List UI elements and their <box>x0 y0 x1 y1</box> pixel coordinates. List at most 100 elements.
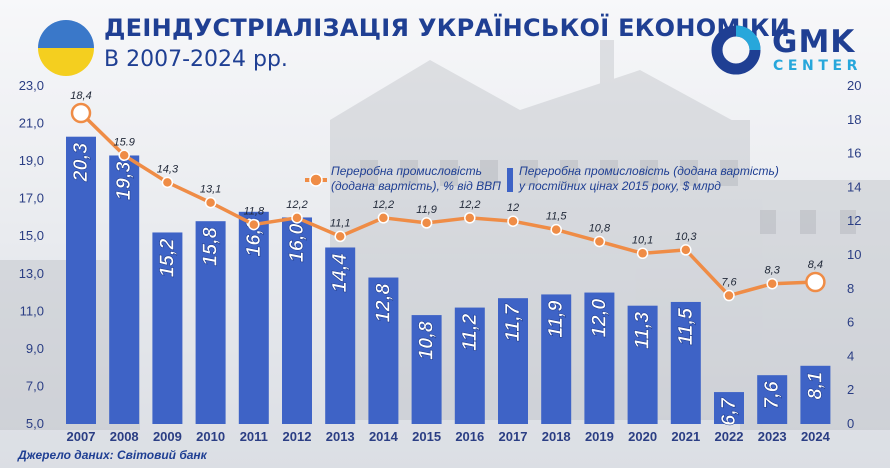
right-tick-label: 6 <box>847 315 854 330</box>
bar-labels: 20,3 19,3 15,2 15,8 16,3 16,0 14,4 12,8 10,8 11,2… <box>70 142 827 426</box>
line-point <box>805 271 826 293</box>
right-axis: 0 2 4 6 8 10 12 14 16 18 20 <box>847 78 861 431</box>
left-tick-label: 11,0 <box>20 303 44 318</box>
page-subtitle: В 2007-2024 рр. <box>104 47 288 72</box>
bar-value-label: 14,4 <box>329 253 351 292</box>
line-point <box>680 244 692 256</box>
line-point <box>204 196 217 209</box>
bar <box>66 136 96 424</box>
x-tick-label: 2023 <box>758 429 787 444</box>
right-tick-label: 16 <box>847 146 861 161</box>
line-point <box>593 235 606 248</box>
bar-value-label: 11,9 <box>545 300 567 338</box>
line-value-label: 10,3 <box>675 231 697 243</box>
line-value-label: 14,3 <box>157 163 179 175</box>
page-title: ДЕІНДУСТРІАЛІЗАЦІЯ УКРАЇНСЬКОЇ ЕКОНОМІКИ <box>104 14 791 42</box>
right-tick-label: 14 <box>847 179 861 194</box>
line-path <box>79 111 816 298</box>
line-value-label: 13,1 <box>200 184 221 196</box>
source-note: Джерело даних: Світовий банк <box>18 448 207 462</box>
line-point <box>161 176 174 189</box>
line-point <box>464 212 476 224</box>
right-tick-label: 2 <box>847 382 854 397</box>
x-tick-label: 2014 <box>369 429 399 444</box>
x-tick-label: 2008 <box>110 429 139 444</box>
bar-value-label: 15,2 <box>156 238 178 277</box>
left-tick-label: 17,0 <box>19 191 44 206</box>
x-tick-label: 2018 <box>542 429 571 444</box>
bar-value-label: 15,8 <box>200 226 222 266</box>
line-value-label: 12,2 <box>373 199 394 211</box>
x-tick-label: 2022 <box>715 429 744 444</box>
bar-value-label: 8,1 <box>804 372 826 400</box>
x-axis: 2007 2008 2009 2010 2011 2012 2013 2014 2015 2016… <box>67 429 831 444</box>
bar <box>368 277 399 424</box>
line-value-label: 11,5 <box>546 211 567 223</box>
right-tick-label: 10 <box>847 247 861 262</box>
right-tick-label: 18 <box>847 112 861 127</box>
x-tick-label: 2011 <box>240 429 268 444</box>
line-point <box>636 247 649 260</box>
bar <box>627 305 658 424</box>
right-tick-label: 4 <box>847 348 854 363</box>
bar-value-label: 19,3 <box>113 161 135 200</box>
line-value-label: 7,6 <box>721 277 737 289</box>
bar <box>670 301 701 424</box>
source-label: Джерело даних: <box>18 448 114 462</box>
bar-value-label: 20,3 <box>70 143 92 183</box>
bar <box>325 247 356 424</box>
legend: Переробна промисловість(додана вартість)… <box>305 164 779 193</box>
line-point <box>248 218 260 231</box>
line-point <box>420 217 433 229</box>
line-value-label: 8,4 <box>808 259 823 271</box>
x-tick-label: 2015 <box>412 429 441 444</box>
bar-value-label: 6,7 <box>718 397 740 426</box>
bar-series <box>66 136 831 424</box>
bar-value-label: 11,5 <box>675 307 697 345</box>
bar-value-label: 12,0 <box>588 299 610 338</box>
right-tick-label: 20 <box>847 78 861 93</box>
left-tick-label: 7,0 <box>26 378 44 393</box>
x-tick-label: 2019 <box>585 429 614 444</box>
line-value-label: 10,1 <box>632 234 653 246</box>
bar <box>109 155 140 424</box>
logo-text-center: CENTER <box>773 58 863 74</box>
line-value-label: 12,2 <box>286 199 307 211</box>
left-tick-label: 5,0 <box>26 416 44 431</box>
x-tick-label: 2016 <box>455 429 484 444</box>
line-value-label: 12,2 <box>459 199 480 211</box>
line-value-label: 18,4 <box>70 90 91 102</box>
bar-value-label: 16,0 <box>286 223 308 262</box>
bar-value-label: 7,6 <box>761 380 783 409</box>
x-tick-label: 2024 <box>801 429 831 444</box>
gmk-center-logo: GMK CENTER <box>710 24 880 80</box>
line-value-label: 15.9 <box>113 136 134 148</box>
line-value-label: 11,9 <box>416 204 437 216</box>
line-point <box>507 215 519 227</box>
line-point <box>70 102 92 124</box>
left-axis: 5,0 7,0 9,0 11,0 13,0 15,0 17,0 19,0 21,0 23,0 <box>19 78 44 431</box>
line-point <box>766 277 778 290</box>
line-value-label: 11,1 <box>330 217 351 229</box>
x-tick-label: 2013 <box>326 429 355 444</box>
line-point <box>723 289 735 302</box>
line-point <box>118 149 130 162</box>
line-point <box>377 212 390 224</box>
bar <box>498 298 528 424</box>
line-point <box>550 223 562 236</box>
legend-bar-swatch <box>507 168 513 192</box>
line-value-label: 12 <box>507 202 519 214</box>
legend-line-marker <box>309 173 323 187</box>
x-tick-label: 2007 <box>67 429 96 444</box>
right-tick-label: 0 <box>847 416 854 431</box>
bar <box>282 217 312 424</box>
right-tick-label: 12 <box>847 213 861 228</box>
left-tick-label: 23,0 <box>19 78 44 93</box>
left-tick-label: 19,0 <box>19 153 44 168</box>
bar-value-label: 11,2 <box>459 314 481 351</box>
bar-value-label: 11,7 <box>502 303 524 341</box>
legend-bar-label: Переробна промисловість (додана вартість… <box>519 164 779 178</box>
line-series: 18,4 15.9 14,3 13,1 11,8 12,2 11,1 12,2 11,9 12,2… <box>70 90 826 302</box>
line-point <box>291 212 303 224</box>
